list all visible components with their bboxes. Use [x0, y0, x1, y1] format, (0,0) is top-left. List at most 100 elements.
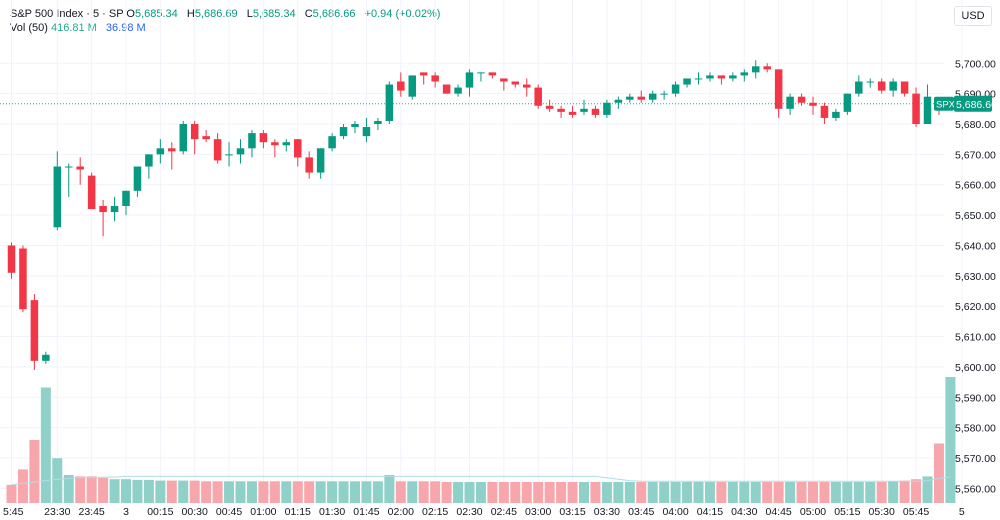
candle [694, 72, 703, 85]
volume-bar [269, 481, 280, 503]
candle-body [740, 72, 749, 76]
candle-body [385, 84, 394, 121]
candle-body [202, 136, 210, 140]
candle-body [900, 81, 909, 94]
candle-body [809, 102, 817, 106]
price-tick-label: 5,660.00 [955, 180, 996, 192]
symbol-title[interactable]: S&P 500 Index · 5 · SP [10, 8, 124, 20]
time-tick-label: 5:45 [3, 506, 24, 518]
close-value: 5,686.66 [312, 8, 356, 20]
candle [65, 163, 73, 197]
candle [179, 120, 187, 155]
candle-body [442, 84, 451, 94]
candle [431, 72, 439, 88]
candle [271, 139, 279, 158]
candle [763, 63, 771, 73]
time-tick-label: 05:00 [800, 506, 826, 518]
candle [488, 72, 497, 79]
candle-body [271, 142, 279, 146]
volume-bar [109, 479, 120, 503]
candle-body [557, 108, 565, 112]
candle-body [637, 96, 645, 100]
price-tick-label: 5,570.00 [955, 453, 996, 465]
candle [87, 172, 96, 210]
volume-bar [86, 476, 97, 503]
candle-body [190, 124, 199, 140]
time-tick-label: 01:30 [319, 506, 345, 518]
candle [683, 78, 691, 88]
volume-bar [636, 482, 647, 503]
volume-bar [52, 458, 63, 503]
candle [442, 84, 451, 94]
candle [637, 90, 645, 103]
candle [213, 133, 222, 164]
volume-bar [670, 482, 681, 503]
candle-body [87, 175, 96, 210]
time-tick-label: 01:15 [285, 506, 311, 518]
volume-bar [315, 481, 326, 503]
time-axis[interactable]: 5:45 23:30 23:45 3 00:15 00:30 00:45 01:00 01:15… [3, 506, 965, 518]
volume-bar [155, 480, 166, 503]
candle [465, 69, 474, 97]
candle-body [820, 105, 829, 118]
candle [511, 81, 520, 88]
candle [648, 90, 657, 103]
candle-body [133, 166, 142, 191]
time-tick-label: 03:30 [594, 506, 620, 518]
candle-body [774, 69, 783, 109]
volume-bar [510, 482, 521, 503]
candle-body [362, 127, 371, 137]
candle [660, 90, 668, 100]
candle-body [843, 93, 852, 112]
volume-bar [716, 482, 727, 503]
candle-body [351, 124, 359, 128]
volume-bar [819, 482, 830, 503]
low-label: L [246, 8, 253, 20]
volume-label[interactable]: Vol (50) [10, 22, 48, 34]
candle-body [328, 136, 336, 149]
price-axis[interactable]: 5,700.005,690.005,680.005,670.005,660.00… [955, 58, 996, 495]
volume-bar [487, 482, 498, 503]
time-tick-label: 02:30 [456, 506, 482, 518]
candle [190, 120, 199, 155]
candle [855, 75, 863, 97]
candle-body [923, 96, 932, 125]
volume-bar [899, 480, 910, 503]
time-tick-label: 23:30 [44, 506, 70, 518]
volume-bar [727, 482, 738, 503]
candle [53, 151, 62, 231]
candle-body [156, 148, 165, 155]
open-label: O [126, 8, 135, 20]
volume-bar [395, 481, 406, 503]
candle [614, 96, 623, 109]
candle-body [19, 248, 27, 310]
volume-bar [189, 480, 200, 503]
volume-bar [498, 482, 509, 503]
candle [122, 190, 130, 216]
volume-bar [853, 482, 864, 503]
volume-bar [945, 377, 956, 503]
volume-bar [647, 482, 658, 503]
time-tick-label: 04:00 [662, 506, 688, 518]
volume-bar [201, 481, 212, 503]
volume-bar [407, 481, 418, 503]
volume-bar [29, 440, 40, 503]
candle-body [500, 78, 508, 82]
price-tick-label: 5,580.00 [955, 423, 996, 435]
volume-bar [384, 475, 395, 503]
time-tick-label: 02:15 [422, 506, 448, 518]
candle-body [545, 105, 554, 109]
candle [133, 166, 142, 197]
candle [145, 154, 153, 179]
volume-bar [121, 479, 131, 503]
candle-body [797, 96, 806, 103]
candle [42, 351, 50, 364]
candle-body [248, 133, 256, 149]
high-label: H [186, 8, 195, 20]
volume-value: 416.81 M [50, 22, 97, 34]
candle-body [225, 154, 233, 156]
candle [385, 81, 394, 125]
currency-button[interactable]: USD [954, 6, 992, 26]
candle-body [339, 127, 348, 137]
